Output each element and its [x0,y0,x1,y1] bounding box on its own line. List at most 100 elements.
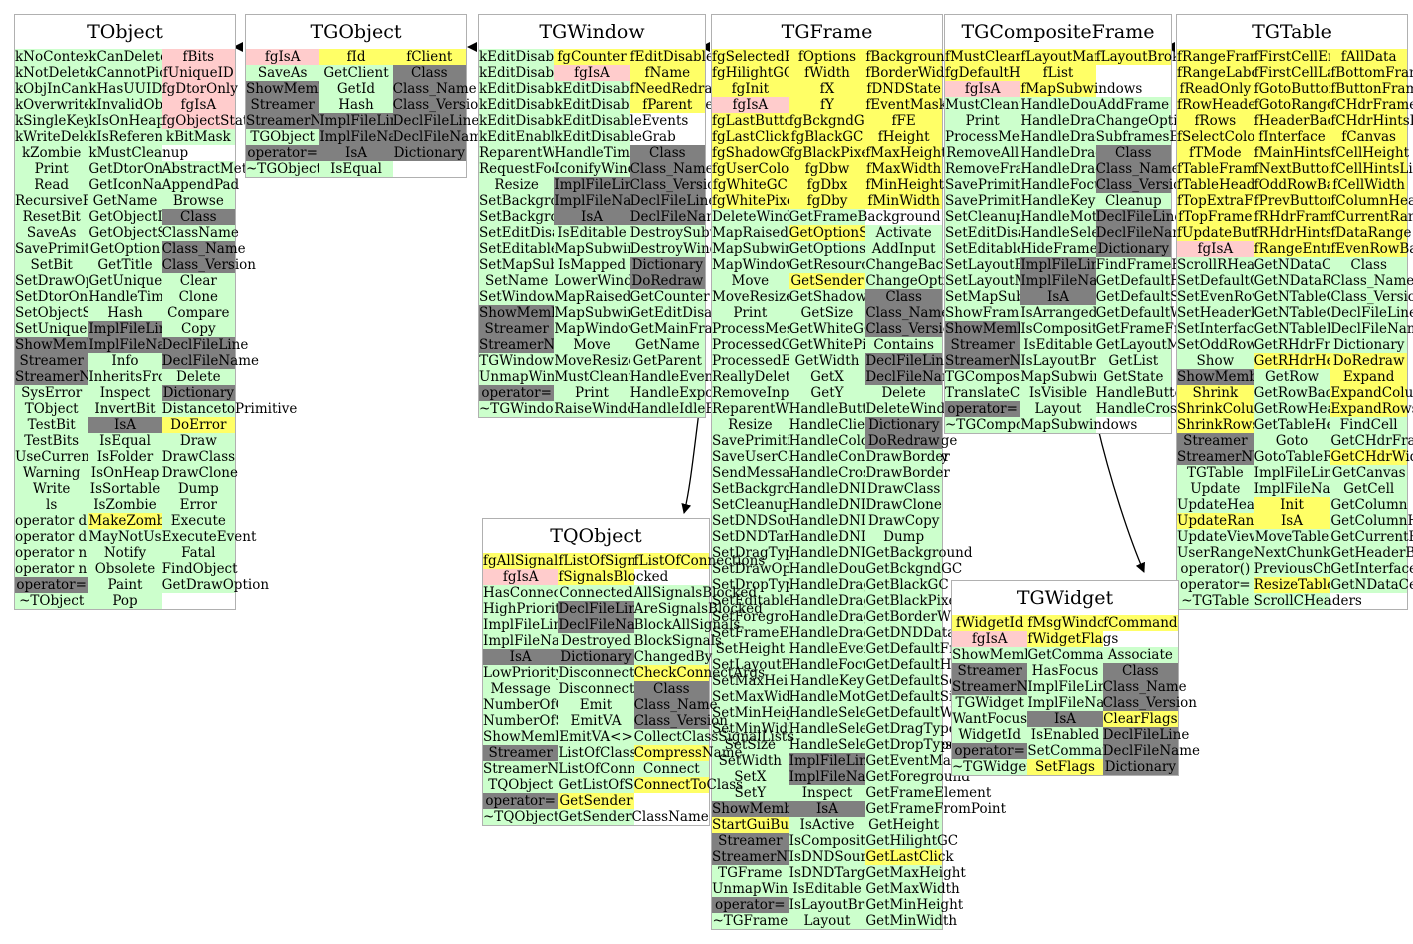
member-item[interactable]: ShowMembers [479,305,582,321]
member-item[interactable]: fgObjectStat [161,113,249,129]
member-item[interactable]: IsSortable [88,481,162,497]
member-item[interactable]: Print [15,161,89,177]
member-item[interactable]: Error [161,497,235,513]
member-item[interactable]: ProcessMessage [712,321,826,337]
member-item[interactable]: GetMinWidth [865,913,958,929]
member-item[interactable]: ProcessedEvent [712,353,822,369]
member-item[interactable]: CollectClassSignalLists [633,729,794,745]
member-item[interactable]: SetDNDTarget [712,529,813,545]
member-item[interactable]: Dictionary [392,145,466,161]
member-item[interactable]: MustCleanup [945,97,1037,113]
member-item[interactable]: fRangeEntry [1253,241,1341,257]
member-item[interactable]: GotoTableRange [1253,449,1367,465]
member-item[interactable]: ShrinkColumns [1177,401,1283,417]
member-item[interactable]: MapSubwindows [554,305,672,321]
member-item[interactable]: BlockAllSignals [633,617,741,633]
member-item[interactable]: UserRangeChange [1177,545,1306,561]
member-item[interactable]: TGFrame [712,865,789,881]
member-item[interactable]: GetListOfSignals [558,777,675,793]
member-item[interactable]: FindCell [1330,417,1407,433]
member-item[interactable]: GetRHdrHeight [1253,353,1362,369]
member-item[interactable]: SetHeight [712,641,789,657]
member-item[interactable]: fNextButton [1253,161,1338,177]
member-item[interactable]: Clear [161,273,235,289]
member-item[interactable]: fgIsA [554,65,630,81]
member-item[interactable]: Streamer [712,833,789,849]
member-item[interactable]: GetResourcePool [788,257,906,273]
member-item[interactable]: DrawCopy [865,513,942,529]
member-item[interactable]: DeclFileName [865,369,963,385]
member-item[interactable]: fHeaderBackground [1253,113,1393,129]
member-item[interactable]: ImplFileLine [1253,465,1341,481]
member-item[interactable]: kWriteDelete [15,129,106,145]
member-item[interactable]: Class_Version [392,97,487,113]
member-item[interactable]: HandleDragDrop [788,577,907,593]
member-item[interactable]: SavePrimitiveSubframes [945,193,1114,209]
member-item[interactable]: Dump [161,481,235,497]
member-item[interactable]: SubframesBackground [1095,129,1253,145]
member-item[interactable]: IsEqual [319,161,393,177]
member-item[interactable]: fUpdateButton [1177,225,1279,241]
member-item[interactable]: Print [712,305,789,321]
member-item[interactable]: Shrink [1177,385,1254,401]
member-item[interactable]: GetRow [1253,369,1331,385]
member-item[interactable]: ~TGWindow [479,401,566,417]
member-item[interactable]: Print [945,113,1021,129]
member-item[interactable]: ResetBit [15,209,89,225]
member-item[interactable]: Class_Name [633,697,718,713]
class-box-tgtable[interactable]: TGTable fRangeFrame fRangeLabel fReadOnly fR… [1176,14,1413,610]
member-item[interactable]: GetColumn [1330,497,1408,513]
member-item[interactable]: Dump [865,529,942,545]
member-item[interactable]: fTMode [1177,145,1254,161]
member-item[interactable]: SetEditable [712,593,792,609]
member-item[interactable]: GetEventMask [865,753,967,769]
member-item[interactable]: IsA [319,145,393,161]
member-item[interactable]: GetDefaultSize [865,689,969,705]
member-item[interactable]: GetHeight [865,817,942,833]
member-item[interactable]: fgWhiteGC [712,177,789,193]
member-item[interactable]: StreamerNVirtual [945,353,1068,369]
member-item[interactable]: SetHeaderBackground [1177,305,1334,321]
member-item[interactable]: DeclFileName [558,617,656,633]
member-item[interactable]: IsA [483,649,559,665]
member-item[interactable]: GetCanvas [1330,465,1407,481]
member-item[interactable]: fgIsA [483,569,559,585]
member-item[interactable]: HideFrame [1020,241,1098,257]
member-item[interactable]: MapRaised [554,289,632,305]
member-item[interactable]: fMainHintsList [1253,145,1357,161]
member-item[interactable]: kHasUUID [88,81,163,97]
member-item[interactable]: fParent [629,97,705,113]
member-item[interactable]: TGWidget [952,695,1028,711]
member-item[interactable]: fGotoButton [1253,81,1338,97]
member-item[interactable]: GetCounter [629,289,710,305]
member-item[interactable]: fTopExtraFrame [1177,193,1289,209]
member-item[interactable]: HasFocus [1027,663,1103,679]
member-item[interactable]: fRangeLabel [1177,65,1264,81]
member-item[interactable]: LowPriority [483,665,564,681]
member-item[interactable]: IsFolder [88,449,162,465]
member-item[interactable]: fBackground [865,49,954,65]
member-item[interactable]: HandleCrossing [788,465,899,481]
member-item[interactable]: GetDefaultFrameBackground [865,641,1067,657]
member-item[interactable]: ImplFileName [88,337,187,353]
member-item[interactable]: DestroySubwindows [629,225,770,241]
member-item[interactable]: Hash [319,97,393,113]
member-item[interactable]: GetHilightGC [865,833,959,849]
member-item[interactable]: GetBlackPixel [865,593,961,609]
member-item[interactable]: kCannotPick [88,65,175,81]
member-item[interactable]: SetMapSubwindows [479,257,619,273]
member-item[interactable]: AddInput [865,241,942,257]
member-item[interactable]: fgSelectedBackground [712,49,868,65]
member-item[interactable]: GetWidth [788,353,866,369]
member-item[interactable]: fButtonFrame [1330,81,1413,97]
member-item[interactable]: fgIsA [952,631,1028,647]
member-item[interactable]: ImplFileLine [319,113,407,129]
member-item[interactable]: Resize [479,177,555,193]
member-item[interactable]: SetBackgroundColor [479,193,622,209]
member-item[interactable]: EmitVA<> [558,729,634,745]
member-item[interactable]: DeclFileLine [1330,305,1413,321]
member-item[interactable]: Streamer [15,353,89,369]
member-item[interactable]: fList [1020,65,1096,81]
member-item[interactable]: operator new [15,545,107,561]
member-item[interactable]: SetLayoutBroken [945,257,1064,273]
